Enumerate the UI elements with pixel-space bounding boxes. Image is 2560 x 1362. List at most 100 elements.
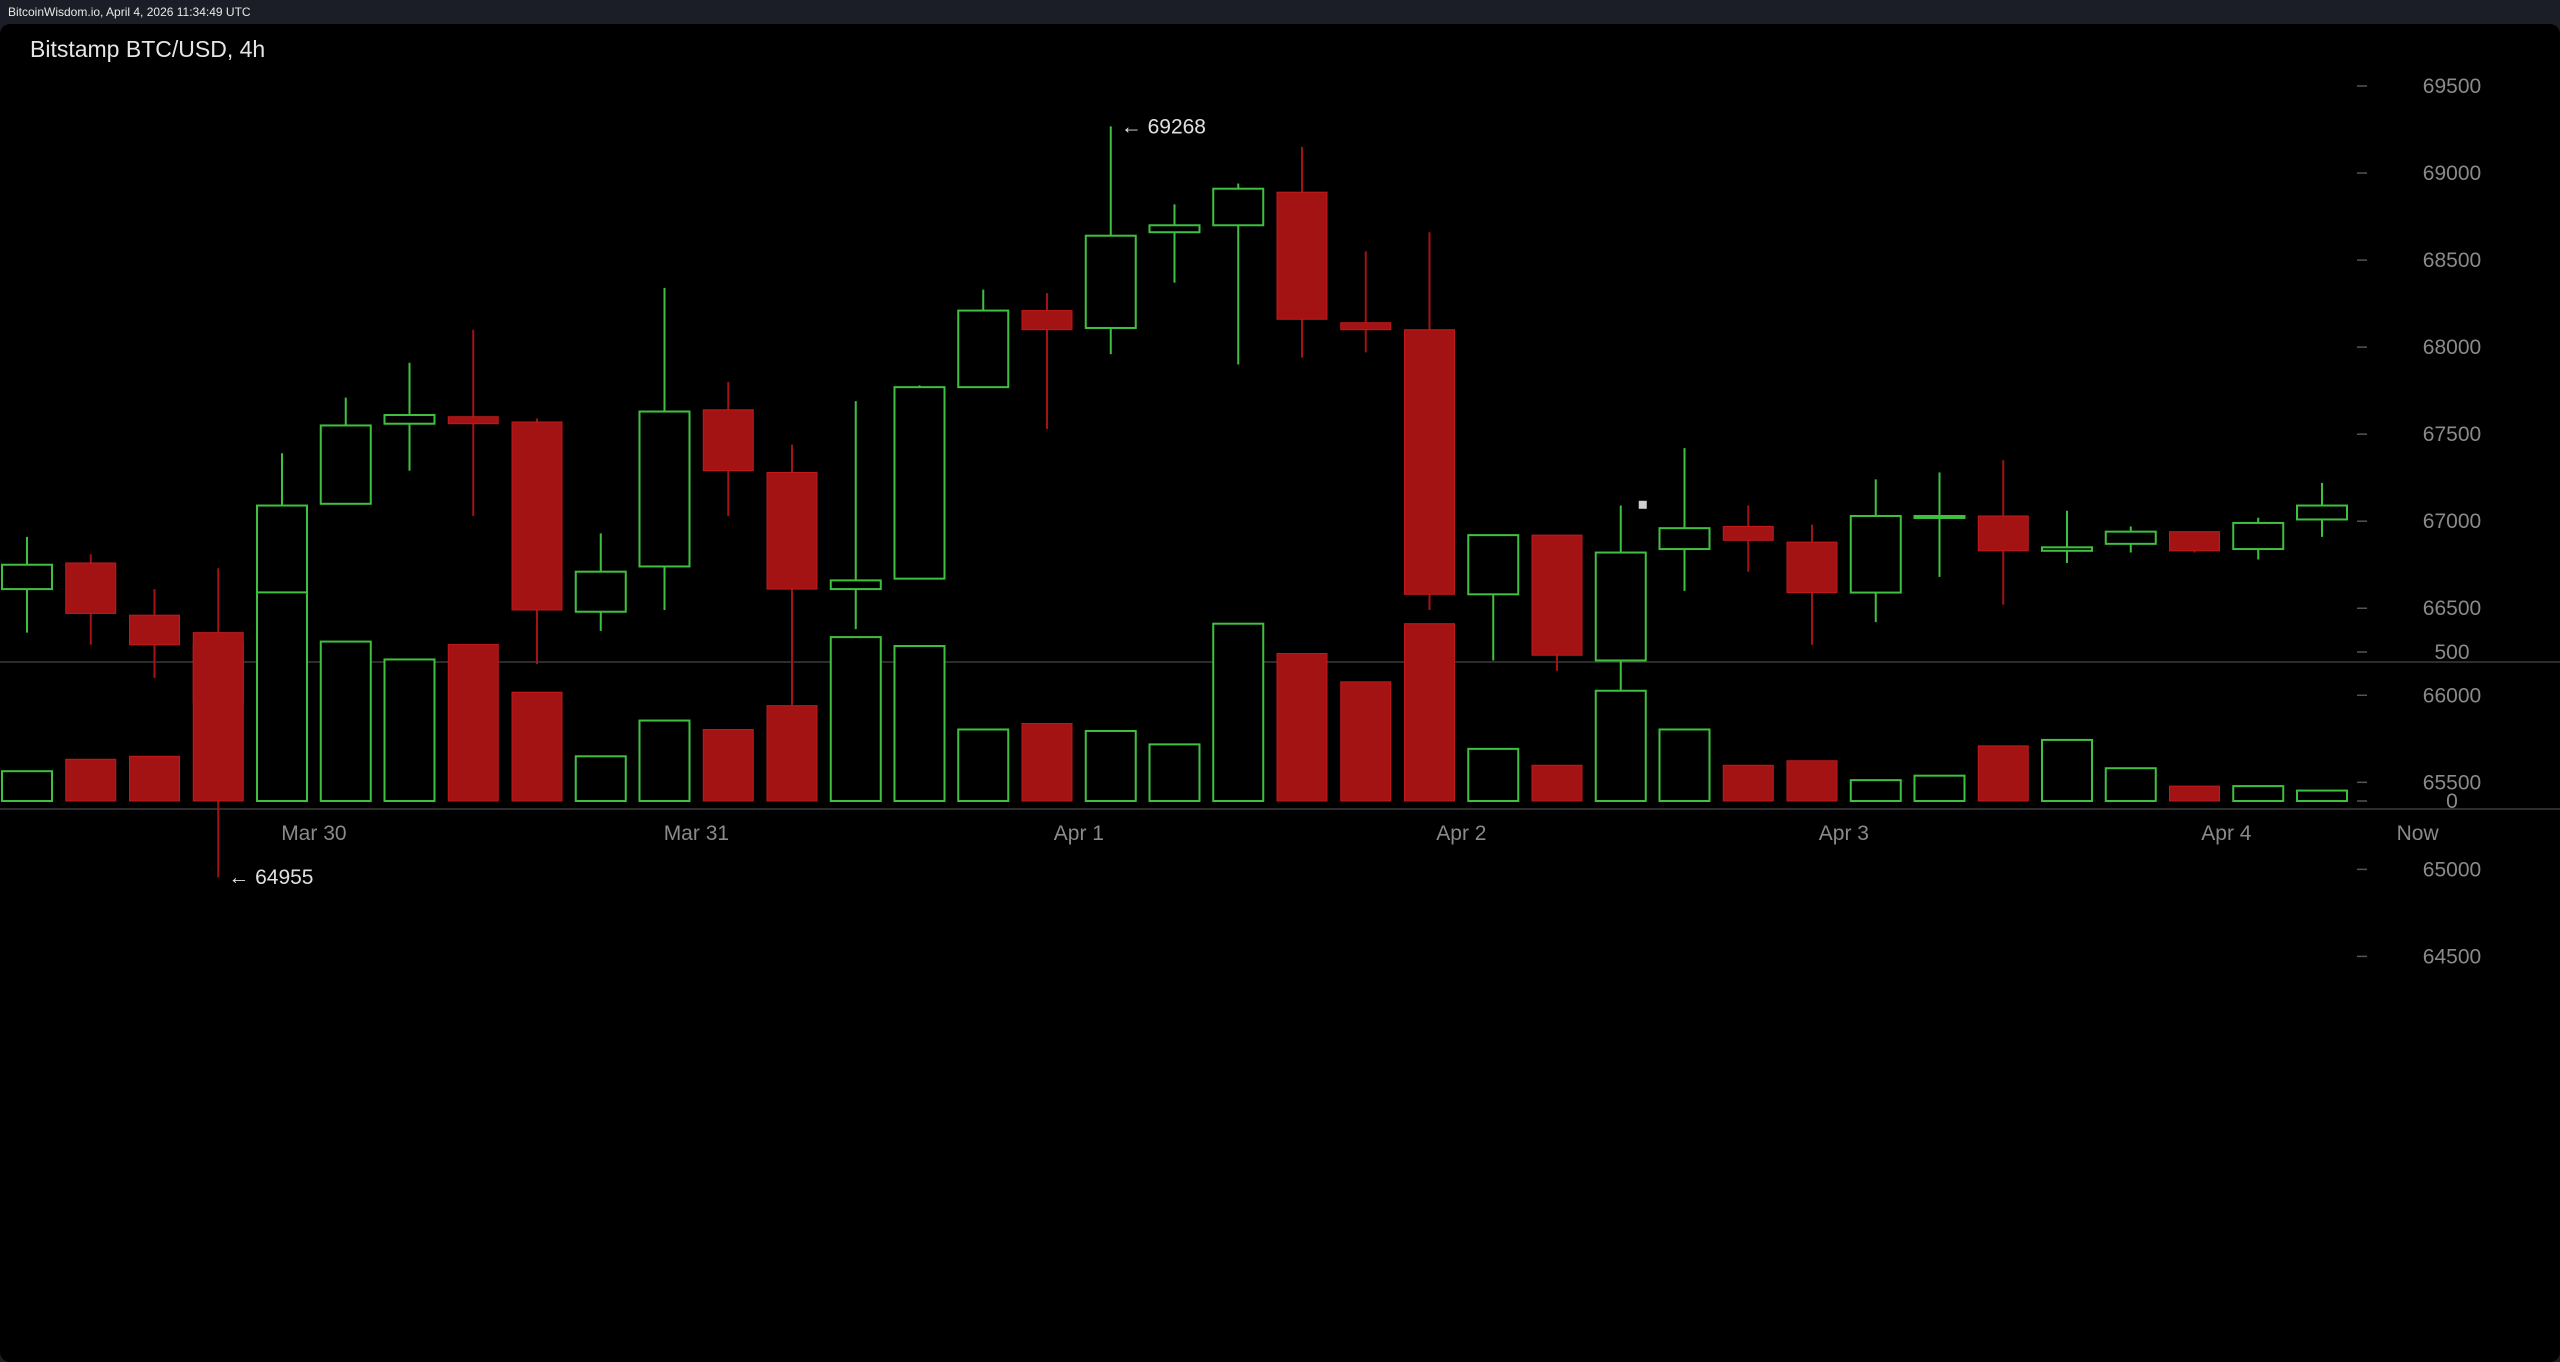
- price-annotation: ← 64955: [228, 866, 313, 889]
- price-tick-label: 66000: [2423, 684, 2481, 707]
- candle-body-up: [1467, 534, 1520, 596]
- candle-body-down: [447, 416, 499, 425]
- candle-body-down: [1404, 329, 1455, 595]
- candle-body-up: [829, 579, 882, 591]
- volume-bar-up: [2296, 789, 2348, 803]
- volume-bar-up: [1084, 729, 1137, 802]
- volume-bar-down: [65, 758, 117, 802]
- candle-body-down: [766, 471, 818, 590]
- volume-bar-up: [574, 755, 627, 802]
- volume-bar-down: [1404, 623, 1455, 802]
- top-bar: BitcoinWisdom.io, April 4, 2026 11:34:49…: [0, 0, 2560, 24]
- volume-bar-up: [829, 636, 882, 802]
- volume-bar-down: [129, 755, 180, 802]
- price-tick-label: 67500: [2423, 423, 2481, 446]
- volume-bar-down: [1021, 723, 1073, 802]
- price-tick-label: 64500: [2423, 945, 2481, 968]
- candle-body-down: [1977, 515, 2029, 552]
- candlestick-chart: 64500 65000 65500 66000 66500 67000 67500 68000…: [0, 75, 2560, 968]
- volume-bar-down: [1340, 681, 1392, 802]
- price-tick-label: 65000: [2423, 858, 2481, 881]
- volume-bar-up: [1594, 689, 1647, 802]
- volume-tick-label: 0: [2446, 790, 2458, 813]
- volume-bar-up: [1148, 743, 1201, 803]
- price-tick-label: 69500: [2423, 75, 2481, 98]
- chart-frame: 64500 65000 65500 66000 66500 67000 67500 68000…: [0, 24, 2560, 1362]
- candle-body-down: [1531, 534, 1583, 656]
- x-tick-label: Apr 3: [1819, 822, 1869, 845]
- candle-body-up: [1913, 514, 1966, 519]
- price-tick-label: 65500: [2423, 771, 2481, 794]
- volume-bar-down: [702, 728, 754, 802]
- price-tick-label: 67000: [2423, 510, 2481, 533]
- cursor-marker: [1638, 500, 1647, 509]
- price-tick-label: 69000: [2423, 162, 2481, 185]
- candle-body-up: [957, 309, 1010, 389]
- candle-body-up: [383, 414, 436, 425]
- x-tick-label: Apr 1: [1054, 822, 1104, 845]
- candle-body-down: [65, 562, 117, 614]
- volume-bar-up: [2104, 767, 2157, 802]
- volume-bar-up: [1658, 728, 1711, 802]
- volume-bar-down: [1276, 652, 1328, 802]
- candle-body-up: [574, 570, 627, 613]
- x-tick-label: Apr 2: [1436, 822, 1486, 845]
- volume-bar-down: [447, 644, 499, 802]
- candle-body-up: [1849, 514, 1902, 594]
- candle-body-up: [1084, 234, 1137, 329]
- candle-body-up: [319, 424, 372, 505]
- candle-body-down: [1722, 525, 1774, 541]
- volume-bar-up: [319, 640, 372, 802]
- price-tick-label: 68500: [2423, 249, 2481, 272]
- x-tick-label: Mar 31: [664, 822, 729, 845]
- volume-bar-down: [1531, 764, 1583, 802]
- candle-body-up: [2041, 546, 2093, 552]
- chart-title: Bitstamp BTC/USD, 4h: [30, 36, 266, 62]
- x-tick-label: Now: [2397, 822, 2440, 845]
- volume-bar-down: [511, 691, 563, 802]
- candle-body-down: [1021, 310, 1073, 331]
- volume-bar-down: [2169, 785, 2220, 802]
- candle-body-up: [2232, 521, 2285, 551]
- candle-body-up: [1212, 187, 1265, 227]
- volume-bar-down: [1786, 760, 1838, 802]
- volume-bar-up: [638, 719, 691, 802]
- candle-body-up: [2296, 504, 2348, 521]
- volume-bar-up: [383, 658, 436, 803]
- volume-bar-up: [957, 728, 1010, 802]
- candle-body-up: [638, 410, 691, 568]
- candle-body-down: [1786, 541, 1838, 594]
- candle-body-up: [893, 386, 946, 580]
- volume-bar-down: [192, 632, 244, 802]
- volume-bar-up: [1467, 747, 1520, 802]
- volume-bar-up: [1, 770, 53, 803]
- candle-body-down: [1276, 191, 1328, 320]
- candle-body-down: [129, 614, 180, 646]
- volume-bar-up: [1212, 622, 1265, 802]
- volume-bar-up: [2232, 785, 2285, 802]
- volume-bar-up: [1913, 774, 1966, 802]
- candle-body-down: [702, 409, 754, 472]
- x-tick-label: Apr 4: [2201, 822, 2252, 845]
- candle-body-up: [1658, 527, 1711, 551]
- volume-bar-up: [893, 645, 946, 802]
- candle-body-down: [511, 421, 563, 611]
- volume-bar-down: [1722, 764, 1774, 802]
- price-tick-label: 66500: [2423, 597, 2481, 620]
- price-annotation: ← 69268: [1121, 115, 1206, 138]
- volume-bar-up: [256, 591, 308, 803]
- candle-body-up: [1148, 224, 1201, 234]
- volume-bar-up: [2041, 738, 2093, 802]
- volume-bar-down: [1977, 745, 2029, 802]
- volume-tick-label: 500: [2434, 641, 2469, 664]
- candle-body-down: [1340, 322, 1392, 331]
- candle-body-down: [2169, 531, 2220, 552]
- candle-body-up: [2104, 530, 2157, 545]
- x-tick-label: Mar 30: [281, 822, 346, 845]
- volume-bar-up: [1849, 779, 1902, 803]
- price-tick-label: 68000: [2423, 336, 2481, 359]
- candle-body-up: [1, 563, 53, 591]
- candle-body-up: [1594, 551, 1647, 662]
- volume-bar-down: [766, 705, 818, 802]
- source-line: BitcoinWisdom.io, April 4, 2026 11:34:49…: [8, 5, 251, 19]
